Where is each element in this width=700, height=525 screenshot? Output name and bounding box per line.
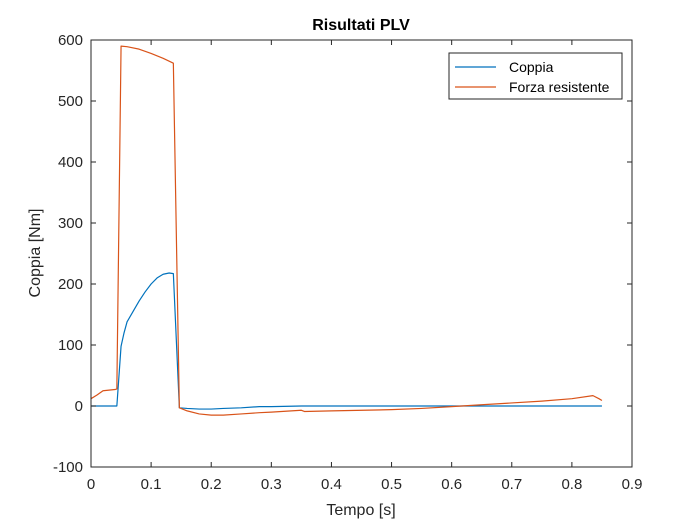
tick-layer: 0 0.1 0.2 0.3 0.4 0.5 0.6 0.7 0.8 0.9-10001002003… <box>53 32 642 493</box>
y-tick-label: -100 <box>53 459 83 476</box>
series-layer <box>90 45 603 416</box>
x-tick-label: 0.9 <box>622 476 643 493</box>
legend-box <box>448 52 623 100</box>
y-tick-label: 0 <box>75 398 83 415</box>
x-tick-label: 0.7 <box>501 476 522 493</box>
x-axis-label: Tempo [s] <box>326 502 395 519</box>
x-tick-label: 0.4 <box>321 476 342 493</box>
legend-label-coppia: Coppia <box>509 59 554 75</box>
y-tick-label: 200 <box>58 276 83 293</box>
axes-frame <box>90 39 633 468</box>
y-axis-label: Coppia [Nm] <box>27 209 44 298</box>
y-tick-label: 300 <box>58 215 83 232</box>
x-tick-label: 0.6 <box>441 476 462 493</box>
x-tick-label: 0.5 <box>381 476 402 493</box>
x-tick-label: 0 <box>87 476 95 493</box>
plot-area <box>91 40 632 467</box>
y-tick-label: 500 <box>58 93 83 110</box>
series-line-forza-resistente <box>90 45 603 416</box>
y-tick-label: 400 <box>58 154 83 171</box>
x-tick-label: 0.1 <box>141 476 162 493</box>
x-tick-label: 0.8 <box>561 476 582 493</box>
y-tick-label: 600 <box>58 32 83 49</box>
chart-title: Risultati PLV <box>312 17 410 34</box>
x-tick-label: 0.2 <box>201 476 222 493</box>
y-tick-label: 100 <box>58 337 83 354</box>
legend-label-forza-resistente: Forza resistente <box>509 79 610 95</box>
x-tick-label: 0.3 <box>261 476 282 493</box>
legend: Coppia Forza resistente <box>448 52 623 100</box>
series-line-coppia <box>91 272 602 410</box>
